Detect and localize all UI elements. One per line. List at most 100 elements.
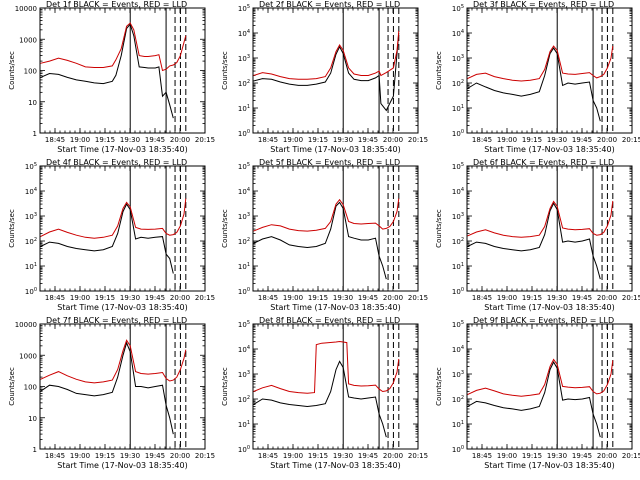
lld-series-line [40,339,187,384]
panel-title: Det 6f BLACK = Events, RED = LLD [473,158,614,167]
x-axis-label: Start Time (17-Nov-03 18:35:40) [270,145,400,154]
x-tick-label: 20:00 [383,136,403,144]
y-tick-label: 102 [238,79,250,88]
x-tick-label: 18:45 [45,136,65,144]
chart-panel-6: Det 6f BLACK = Events, RED = LLD 100 101 10… [435,158,640,312]
x-tick-label: 20:15 [408,294,428,302]
y-tick-label: 101 [452,420,464,429]
x-tick-label: 20:15 [195,452,215,460]
y-axis-label: Counts/sec [8,209,16,248]
y-tick-label: 103 [25,212,37,221]
x-tick-label: 19:30 [120,136,140,144]
y-tick-label: 103 [238,370,250,379]
x-tick-label: 19:30 [547,452,567,460]
x-tick-label: 18:45 [258,294,278,302]
y-tick-label: 101 [238,104,250,113]
lld-series-line [467,45,614,82]
x-tick-label: 19:00 [70,294,90,302]
events-series-line [40,341,174,435]
x-axis-label: Start Time (17-Nov-03 18:35:40) [484,461,614,470]
y-tick-label: 100 [25,287,37,296]
y-tick-label: 100 [238,129,250,138]
y-tick-label: 102 [25,237,37,246]
x-axis-label: Start Time (17-Nov-03 18:35:40) [484,145,614,154]
y-tick-label: 102 [452,395,464,404]
panel-title: Det 4f BLACK = Events, RED = LLD [46,158,187,167]
lld-series-line [253,30,400,80]
y-tick-label: 103 [452,370,464,379]
x-tick-label: 19:30 [333,294,353,302]
y-tick-label: 104 [452,187,464,196]
x-tick-label: 19:15 [95,294,115,302]
y-tick-label: 101 [452,104,464,113]
x-tick-label: 20:00 [597,136,617,144]
y-tick-label: 1000 [19,352,37,360]
y-axis-label: Counts/sec [8,51,16,90]
y-tick-label: 100 [238,445,250,454]
y-tick-label: 1 [33,130,37,138]
x-tick-label: 18:45 [258,136,278,144]
x-tick-label: 19:30 [333,452,353,460]
x-tick-label: 20:00 [597,294,617,302]
y-tick-label: 10000 [15,321,37,329]
x-tick-label: 20:15 [408,136,428,144]
y-tick-label: 104 [25,187,37,196]
y-axis-label: Counts/sec [221,209,229,248]
y-tick-label: 101 [238,420,250,429]
x-tick-label: 19:30 [547,294,567,302]
lld-series-line [467,200,614,238]
y-tick-label: 102 [238,237,250,246]
x-tick-label: 19:15 [308,452,328,460]
x-tick-label: 18:45 [45,294,65,302]
x-tick-label: 19:45 [358,294,378,302]
y-tick-label: 100 [452,287,464,296]
x-tick-label: 20:15 [622,294,640,302]
x-tick-label: 19:15 [308,294,328,302]
y-tick-label: 101 [238,262,250,271]
chart-panel-8: Det 8f BLACK = Events, RED = LLD 100 101 10… [221,316,428,470]
chart-panel-7: Det 7f BLACK = Events, RED = LLD 1 10 100 10… [8,316,215,470]
y-tick-label: 103 [452,54,464,63]
lld-series-line [253,198,400,232]
events-series-line [253,32,400,112]
x-axis-label: Start Time (17-Nov-03 18:35:40) [57,145,187,154]
x-tick-label: 18:45 [472,294,492,302]
panel-title: Det 7f BLACK = Events, RED = LLD [46,316,187,325]
y-tick-label: 102 [452,79,464,88]
y-tick-label: 105 [452,4,464,13]
chart-panel-4: Det 4f BLACK = Events, RED = LLD 100 101 10… [8,158,215,312]
panel-title: Det 2f BLACK = Events, RED = LLD [259,0,400,9]
x-tick-label: 19:30 [120,452,140,460]
y-tick-label: 102 [238,395,250,404]
y-axis-label: Counts/sec [435,209,443,248]
x-tick-label: 18:45 [45,452,65,460]
lld-series-line [40,22,187,72]
chart-panel-2: Det 2f BLACK = Events, RED = LLD 100 101 10… [221,0,428,154]
chart-panel-1: Det 1f BLACK = Events, RED = LLD 1 10 100 10… [8,0,215,154]
y-tick-label: 1 [33,446,37,454]
panel-title: Det 9f BLACK = Events, RED = LLD [473,316,614,325]
y-axis-label: Counts/sec [221,367,229,406]
x-tick-label: 19:00 [283,136,303,144]
x-tick-label: 20:15 [622,452,640,460]
x-tick-label: 19:15 [95,136,115,144]
x-tick-label: 18:45 [472,452,492,460]
y-tick-label: 104 [238,187,250,196]
x-tick-label: 20:15 [195,294,215,302]
y-tick-label: 102 [452,237,464,246]
x-tick-label: 19:45 [145,136,165,144]
lld-series-line [40,198,187,239]
x-tick-label: 19:00 [70,452,90,460]
x-tick-label: 19:00 [283,452,303,460]
x-tick-label: 19:15 [308,136,328,144]
x-tick-label: 19:00 [497,452,517,460]
y-tick-label: 104 [238,29,250,38]
y-tick-label: 100 [452,445,464,454]
x-tick-label: 19:45 [572,136,592,144]
y-tick-label: 10000 [15,5,37,13]
x-tick-label: 19:15 [95,452,115,460]
y-axis-label: Counts/sec [435,51,443,90]
y-tick-label: 104 [452,345,464,354]
chart-panel-9: Det 9f BLACK = Events, RED = LLD 100 101 10… [435,316,640,470]
